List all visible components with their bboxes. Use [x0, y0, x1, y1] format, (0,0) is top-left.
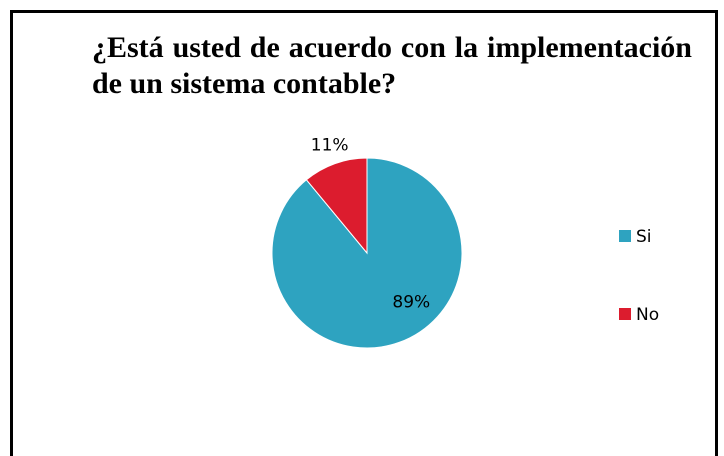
data-label: 11% [311, 135, 349, 155]
legend-swatch [619, 308, 631, 320]
legend-label: Si [636, 227, 652, 247]
chart-title: ¿Está usted de acuerdo con la implementa… [92, 31, 692, 100]
legend-label: No [636, 305, 659, 325]
legend-swatch [619, 230, 631, 242]
pie-slice [305, 157, 368, 255]
data-label: 89% [392, 293, 430, 313]
